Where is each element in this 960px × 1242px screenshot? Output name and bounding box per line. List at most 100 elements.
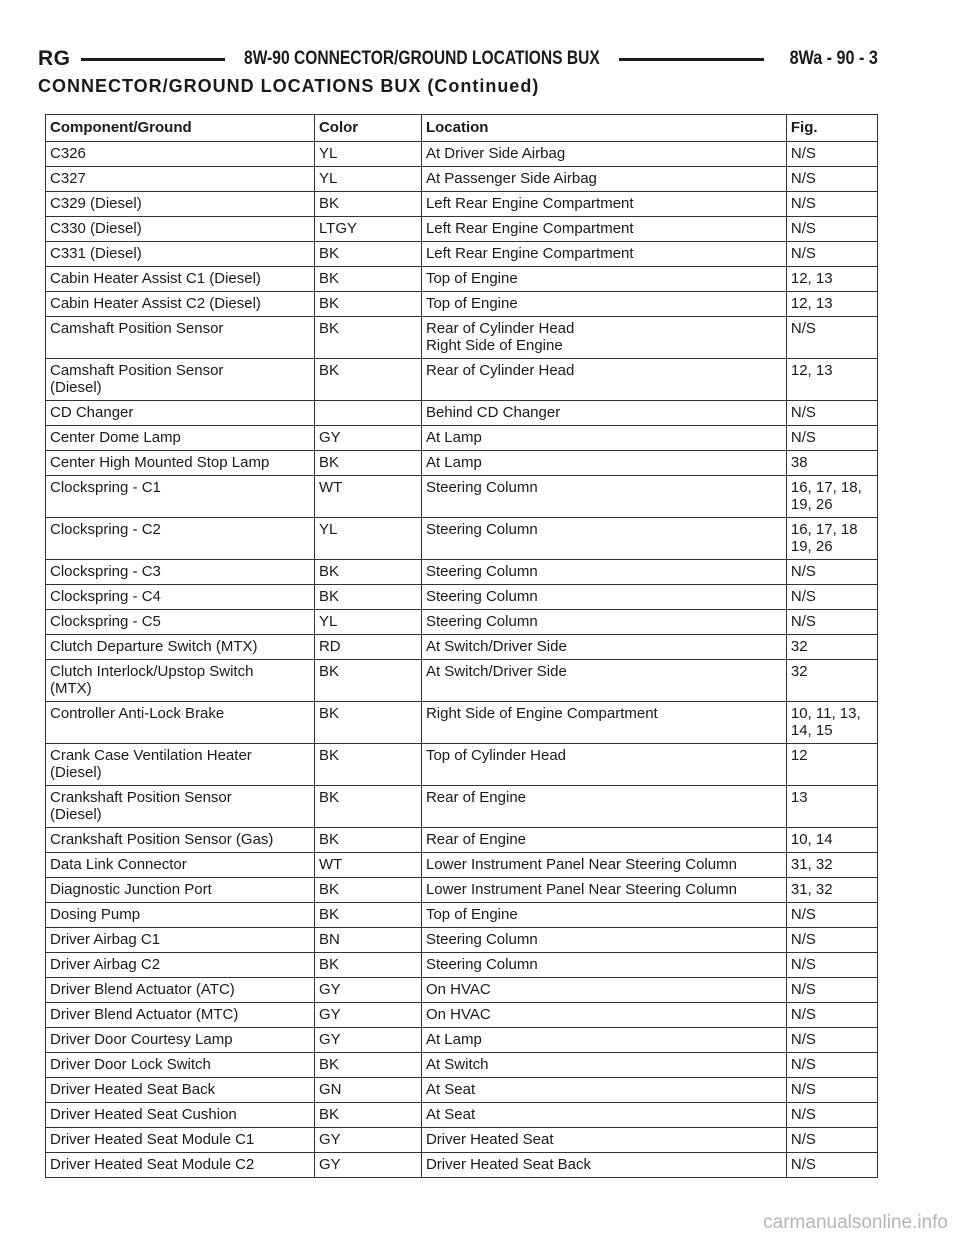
- cell-component: Center Dome Lamp: [45, 425, 315, 451]
- table-row: Cabin Heater Assist C1 (Diesel) BK Top of …: [45, 266, 879, 292]
- column-header-color: Color: [313, 114, 422, 142]
- cell-color: WT: [313, 852, 422, 878]
- cell-location: At Lamp: [420, 425, 787, 451]
- cell-component: Driver Airbag C1: [45, 927, 315, 953]
- cell-color: BK: [313, 584, 422, 610]
- cell-color: BK: [313, 877, 422, 903]
- table-row: Driver Airbag C2 BK Steering Column N/S: [45, 952, 879, 978]
- page-header: RG 8W-90 CONNECTOR/GROUND LOCATIONS BUX …: [38, 44, 878, 74]
- cell-color: BN: [313, 927, 422, 953]
- cell-component: Data Link Connector: [45, 852, 315, 878]
- cell-component: Driver Door Lock Switch: [45, 1052, 315, 1078]
- table-row: CD Changer Behind CD Changer N/S: [45, 400, 879, 426]
- cell-fig: 12, 13: [785, 266, 879, 292]
- cell-component: C331 (Diesel): [45, 241, 315, 267]
- cell-component: Driver Heated Seat Module C1: [45, 1127, 315, 1153]
- cell-fig: N/S: [785, 425, 879, 451]
- cell-fig: N/S: [785, 559, 879, 585]
- table-row: Crank Case Ventilation Heater (Diesel) BK…: [45, 743, 879, 786]
- cell-color: YL: [313, 517, 422, 560]
- header-page-number: 8Wa - 90 - 3: [789, 48, 879, 69]
- cell-color: GN: [313, 1077, 422, 1103]
- cell-component: Driver Door Courtesy Lamp: [45, 1027, 315, 1053]
- cell-component: Driver Heated Seat Back: [45, 1077, 315, 1103]
- cell-fig: 16, 17, 18, 19, 26: [785, 475, 879, 518]
- cell-fig: N/S: [785, 241, 879, 267]
- table-row: Crankshaft Position Sensor (Diesel) BK Rea…: [45, 785, 879, 828]
- cell-fig: N/S: [785, 216, 879, 242]
- cell-fig: 16, 17, 18 19, 26: [785, 517, 879, 560]
- cell-component: C330 (Diesel): [45, 216, 315, 242]
- table-row: Dosing Pump BK Top of Engine N/S: [45, 902, 879, 928]
- cell-fig: N/S: [785, 191, 879, 217]
- cell-location: Behind CD Changer: [420, 400, 787, 426]
- cell-color: BK: [313, 785, 422, 828]
- cell-component: Clockspring - C4: [45, 584, 315, 610]
- cell-location: At Switch/Driver Side: [420, 634, 787, 660]
- cell-color: YL: [313, 609, 422, 635]
- cell-component: Cabin Heater Assist C2 (Diesel): [45, 291, 315, 317]
- cell-color: BK: [313, 902, 422, 928]
- cell-component: Driver Airbag C2: [45, 952, 315, 978]
- cell-component: Clockspring - C3: [45, 559, 315, 585]
- cell-location: Top of Cylinder Head: [420, 743, 787, 786]
- cell-component: Driver Blend Actuator (MTC): [45, 1002, 315, 1028]
- cell-color: YL: [313, 141, 422, 167]
- header-rule-right: [619, 57, 765, 61]
- table-row: Clockspring - C3 BK Steering Column N/S: [45, 559, 879, 585]
- cell-location: Lower Instrument Panel Near Steering Col…: [420, 877, 787, 903]
- table-row: C330 (Diesel) LTGY Left Rear Engine Compar…: [45, 216, 879, 242]
- cell-location: On HVAC: [420, 1002, 787, 1028]
- cell-location: Steering Column: [420, 584, 787, 610]
- cell-component: Driver Heated Seat Module C2: [45, 1152, 315, 1178]
- cell-location: Left Rear Engine Compartment: [420, 216, 787, 242]
- cell-fig: N/S: [785, 141, 879, 167]
- cell-fig: 12, 13: [785, 291, 879, 317]
- cell-location: Top of Engine: [420, 266, 787, 292]
- cell-fig: N/S: [785, 952, 879, 978]
- cell-color: BK: [313, 450, 422, 476]
- cell-location: Top of Engine: [420, 291, 787, 317]
- cell-location: Steering Column: [420, 927, 787, 953]
- cell-fig: N/S: [785, 1027, 879, 1053]
- cell-location: Rear of Cylinder Head Right Side of Engi…: [420, 316, 787, 359]
- cell-fig: N/S: [785, 977, 879, 1003]
- cell-color: BK: [313, 701, 422, 744]
- table-row: Camshaft Position Sensor BK Rear of Cylind…: [45, 316, 879, 359]
- cell-fig: N/S: [785, 927, 879, 953]
- table-body: C326 YL At Driver Side Airbag N/S C327 YL At P…: [45, 141, 879, 1178]
- cell-fig: 32: [785, 634, 879, 660]
- table-row: Center High Mounted Stop Lamp BK At Lamp 38: [45, 450, 879, 476]
- section-title: CONNECTOR/GROUND LOCATIONS BUX (Continue…: [38, 76, 540, 96]
- cell-location: Rear of Cylinder Head: [420, 358, 787, 401]
- cell-component: Crankshaft Position Sensor (Diesel): [45, 785, 315, 828]
- cell-color: GY: [313, 1127, 422, 1153]
- cell-component: Clutch Interlock/Upstop Switch (MTX): [45, 659, 315, 702]
- cell-component: Crank Case Ventilation Heater (Diesel): [45, 743, 315, 786]
- cell-component: C326: [45, 141, 315, 167]
- cell-color: GY: [313, 1027, 422, 1053]
- cell-color: BK: [313, 358, 422, 401]
- column-header-location: Location: [420, 114, 787, 142]
- table-row: Clutch Departure Switch (MTX) RD At Switch…: [45, 634, 879, 660]
- cell-color: [313, 400, 422, 426]
- cell-location: Steering Column: [420, 475, 787, 518]
- cell-fig: N/S: [785, 1002, 879, 1028]
- cell-fig: N/S: [785, 316, 879, 359]
- cell-fig: N/S: [785, 902, 879, 928]
- cell-location: Steering Column: [420, 952, 787, 978]
- cell-color: BK: [313, 559, 422, 585]
- table-row: Cabin Heater Assist C2 (Diesel) BK Top of …: [45, 291, 879, 317]
- header-section-code: RG: [38, 47, 71, 70]
- table-row: C329 (Diesel) BK Left Rear Engine Compartm…: [45, 191, 879, 217]
- cell-component: Camshaft Position Sensor (Diesel): [45, 358, 315, 401]
- cell-color: BK: [313, 241, 422, 267]
- column-header-fig: Fig.: [785, 114, 879, 142]
- cell-color: BK: [313, 316, 422, 359]
- table-row: Diagnostic Junction Port BK Lower Instrume…: [45, 877, 879, 903]
- cell-fig: 31, 32: [785, 877, 879, 903]
- cell-fig: 38: [785, 450, 879, 476]
- table-row: Driver Door Lock Switch BK At Switch N/S: [45, 1052, 879, 1078]
- cell-location: Steering Column: [420, 609, 787, 635]
- table-row: Camshaft Position Sensor (Diesel) BK Rear …: [45, 358, 879, 401]
